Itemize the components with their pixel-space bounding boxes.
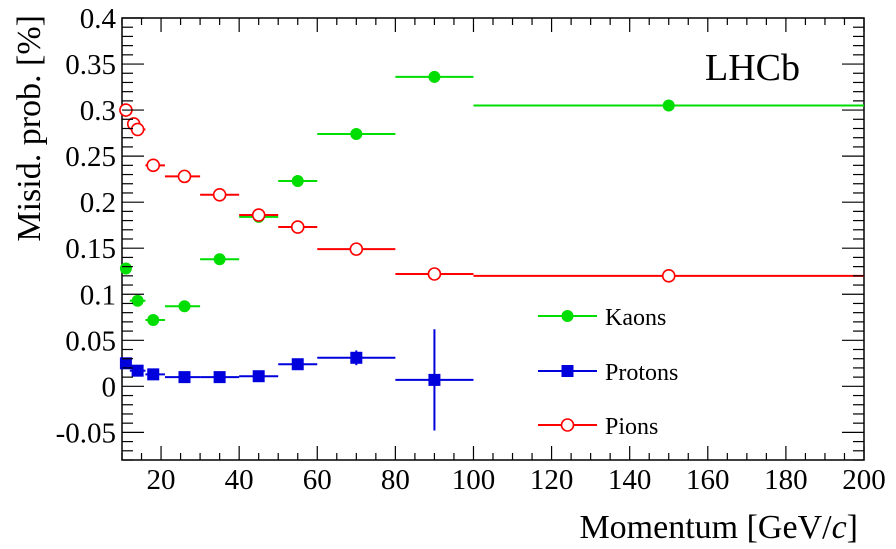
protons-point (119, 357, 132, 370)
x-tick-label: 100 (452, 464, 496, 496)
legend-protons-label: Protons (605, 360, 678, 386)
x-axis: 20 40 60 80 100 120 140 160 180 200 (121, 18, 886, 496)
x-tick-label: 140 (608, 464, 652, 496)
y-tick-label: -0.05 (56, 417, 116, 449)
x-tick-label: 80 (381, 464, 410, 496)
x-tick-label: 20 (147, 464, 176, 496)
y-tick-label: 0.35 (65, 49, 116, 81)
x-tick-label: 40 (225, 464, 254, 496)
y-tick-label: 0 (102, 371, 117, 403)
pions-point (146, 158, 161, 173)
pions-point (130, 122, 145, 137)
kaons-point (350, 128, 363, 141)
legend-protons-marker (561, 365, 574, 377)
legend-pions-marker (560, 418, 575, 432)
pions-point (349, 242, 364, 256)
x-axis-title-prefix: Momentum [GeV/ (579, 509, 832, 546)
protons-series (119, 329, 474, 431)
kaons-point (428, 70, 441, 83)
protons-point (178, 371, 191, 384)
protons-point (350, 351, 363, 364)
y-axis-title: Misid. prob. [%] (11, 15, 48, 242)
kaons-point (131, 294, 144, 307)
legend-kaons-label: Kaons (605, 305, 666, 331)
y-tick-label: 0.1 (80, 279, 116, 311)
kaons-point (291, 174, 304, 187)
kaons-point (662, 99, 675, 112)
x-tick-label: 160 (686, 464, 730, 496)
pions-point (212, 188, 227, 202)
protons-point (291, 358, 304, 371)
kaons-series (119, 70, 864, 327)
kaons-point (178, 300, 191, 313)
pions-series (119, 103, 864, 283)
legend-pions-label: Pions (605, 414, 658, 440)
x-tick-label: 180 (764, 464, 808, 496)
legend: Kaons Protons Pions (538, 305, 678, 440)
kaons-point (147, 314, 160, 327)
protons-point (428, 373, 441, 386)
protons-point (131, 364, 144, 377)
y-tick-label: 0.4 (80, 3, 117, 35)
y-tick-label: 0.15 (65, 233, 116, 265)
legend-kaons-marker (561, 310, 574, 322)
x-tick-label: 200 (842, 464, 886, 496)
kaons-point (213, 253, 226, 266)
lhcb-watermark: LHCb (705, 47, 800, 89)
pions-point (177, 169, 192, 184)
y-axis: -0.05 0 0.05 0.1 0.15 0.2 0.25 0.3 0.35 0.4 (56, 3, 864, 461)
x-axis-title-suffix: ] (847, 509, 858, 546)
x-axis-title: Momentum [GeV/c] (579, 509, 858, 546)
plot-area (119, 17, 865, 461)
pions-point (427, 267, 442, 281)
protons-point (252, 370, 265, 383)
y-tick-label: 0.05 (65, 325, 116, 357)
pions-point (290, 220, 305, 234)
protons-point (147, 368, 160, 381)
y-tick-label: 0.3 (80, 95, 116, 127)
kaons-point (119, 262, 132, 275)
pions-point (661, 269, 676, 283)
y-tick-label: 0.25 (65, 141, 116, 173)
x-axis-title-italic: c (832, 509, 847, 546)
pions-point (251, 208, 266, 222)
protons-point (213, 371, 226, 384)
y-tick-label: 0.2 (80, 187, 116, 219)
x-tick-label: 60 (303, 464, 332, 496)
x-tick-label: 120 (530, 464, 574, 496)
